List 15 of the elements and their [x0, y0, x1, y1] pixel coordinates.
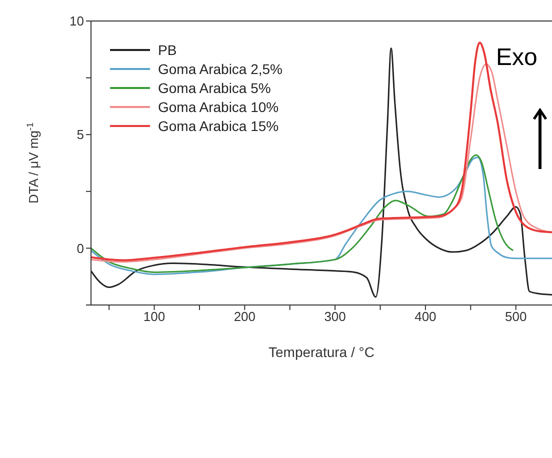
- x-tick-label: 500: [504, 309, 527, 324]
- legend-label: Goma Arabica 15%: [158, 118, 279, 134]
- x-tick-label: 200: [234, 309, 256, 324]
- y-tick-label: 0: [76, 240, 84, 256]
- legend-label: Goma Arabica 5%: [158, 80, 271, 96]
- y-tick-label: 5: [76, 127, 84, 142]
- legend-label: Goma Arabica 2,5%: [158, 60, 283, 76]
- x-tick-label: 400: [414, 309, 436, 324]
- x-tick-label: 300: [324, 309, 346, 324]
- y-tick-label: 10: [70, 14, 84, 29]
- x-tick-label: 100: [143, 309, 166, 324]
- legend-label: PB: [158, 42, 177, 58]
- x-axis-title: Temperatura / °C: [268, 344, 374, 360]
- annotation: Exo: [496, 44, 538, 72]
- legend-label: Goma Arabica 10%: [158, 98, 279, 114]
